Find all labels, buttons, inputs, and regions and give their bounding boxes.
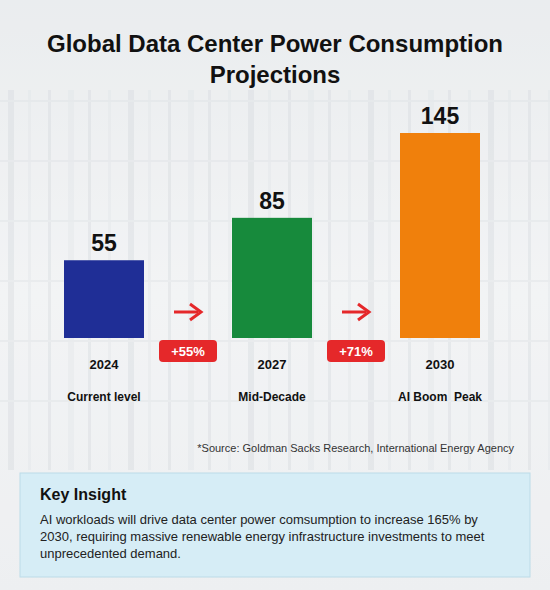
data-label: 145	[421, 103, 460, 129]
growth-badge	[327, 340, 385, 362]
category-label: 2027	[258, 357, 287, 372]
text-line: 2030, requiring massive renewable energy…	[40, 529, 485, 544]
arrow-head	[190, 304, 201, 320]
text-line: AI workloads will drive data center powe…	[40, 512, 478, 527]
bars	[64, 133, 480, 338]
category-description: AI Boom Peak	[398, 390, 482, 404]
text-line: Projections	[210, 61, 341, 88]
insight-text: AI workloads will drive data center powe…	[40, 512, 485, 561]
category-label: 2024	[90, 357, 120, 372]
insight-box	[20, 473, 530, 577]
bar	[400, 133, 480, 338]
insight-title: Key Insight	[40, 486, 127, 503]
category-description: Current level	[67, 390, 140, 404]
data-label: 85	[259, 188, 285, 214]
category-label: 2030	[426, 357, 455, 372]
growth-label: +71%	[339, 344, 373, 359]
arrow-shaft	[174, 311, 198, 314]
growth-label: +55%	[171, 344, 205, 359]
text-line: unprecedented demand.	[40, 546, 181, 561]
data-label: 55	[91, 230, 117, 256]
background	[0, 0, 550, 590]
arrow-shaft	[342, 311, 366, 314]
background-veil	[0, 0, 550, 590]
arrow-head	[358, 304, 369, 320]
growth-badge	[159, 340, 217, 362]
text-line: Global Data Center Power Consumption	[47, 30, 503, 57]
chart-canvas: Global Data Center Power Consumption Proj…	[0, 0, 550, 590]
bar	[64, 260, 144, 338]
title: Global Data Center Power Consumption Proj…	[47, 30, 503, 88]
source-note: *Source: Goldman Sacks Research, Interna…	[197, 442, 514, 454]
bar	[232, 218, 312, 338]
category-description: Mid-Decade	[238, 390, 306, 404]
